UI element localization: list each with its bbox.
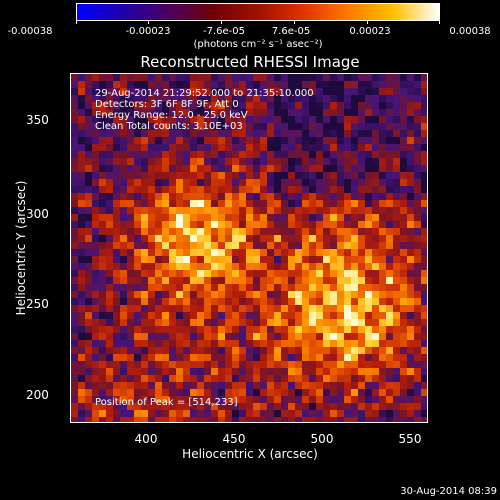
peak-position: Position of Peak = [514,233] [95, 397, 238, 408]
y-tick-label: 350 [26, 113, 49, 127]
plot-title: Reconstructed RHESSI Image [140, 53, 360, 71]
y-tick-label: 250 [26, 297, 49, 311]
colorbar-tick [439, 20, 440, 24]
colorbar-tick-label: 0.00023 [349, 26, 391, 37]
energy-range: Energy Range: 12.0 - 25.0 keV [95, 110, 248, 121]
colorbar-tick-label: -0.00038 [7, 26, 53, 37]
image-canvas [71, 74, 427, 422]
y-tick-label: 200 [26, 388, 49, 402]
x-tick-label: 500 [310, 432, 334, 446]
colorbar-tick-label: -7.6e-05 [203, 26, 245, 37]
colorbar-tick [367, 20, 368, 24]
rhessi-image [70, 73, 428, 423]
x-tick-label: 400 [134, 432, 158, 446]
detectors-info: Detectors: 3F 6F 8F 9F, Att 0 [95, 99, 239, 110]
colorbar-tick [148, 20, 149, 24]
y-tick-label: 300 [26, 207, 49, 221]
colorbar-tick-label: -0.00023 [125, 26, 171, 37]
colorbar-units: (photons cm⁻² s⁻¹ asec⁻²) [193, 39, 323, 50]
x-tick-label: 550 [398, 432, 422, 446]
colorbar [76, 3, 440, 21]
colorbar-tick [76, 20, 77, 24]
colorbar-tick [294, 20, 295, 24]
colorbar-tick [221, 20, 222, 24]
colorbar-tick-label: 0.00038 [449, 26, 491, 37]
timestamp: 30-Aug-2014 08:39 [400, 486, 497, 497]
clean-counts: Clean Total counts: 3.10E+03 [95, 121, 243, 132]
x-axis-label: Heliocentric X (arcsec) [182, 447, 318, 461]
time-range: 29-Aug-2014 21:29:52.000 to 21:35:10.000 [95, 88, 314, 99]
colorbar-tick-label: 7.6e-05 [271, 26, 311, 37]
y-axis-label: Heliocentric Y (arcsec) [14, 180, 28, 316]
x-tick-label: 450 [222, 432, 246, 446]
